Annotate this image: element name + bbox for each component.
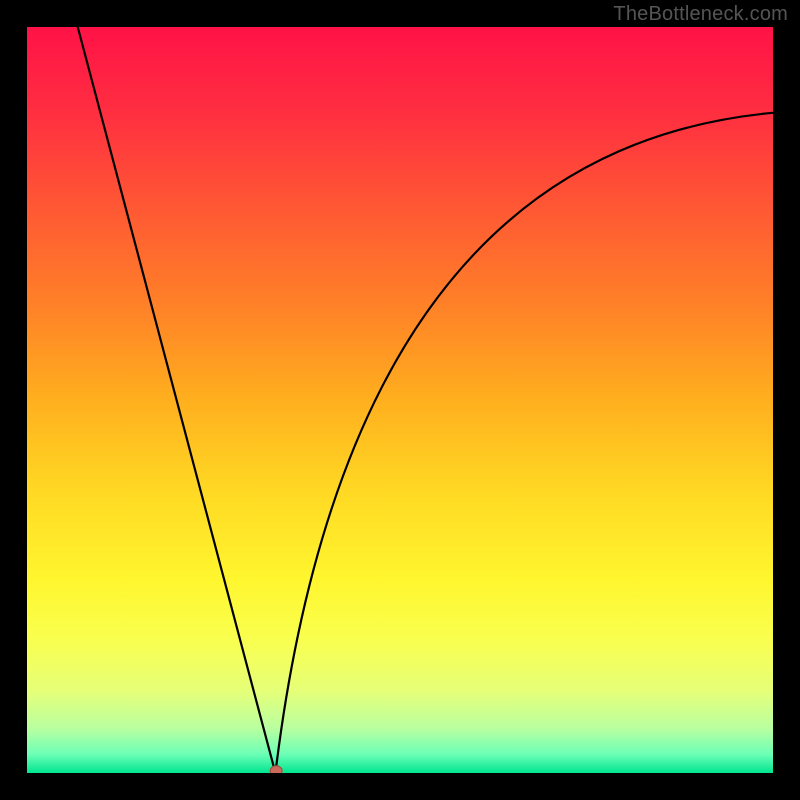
bottleneck-curve	[27, 27, 773, 773]
min-marker	[270, 766, 282, 773]
plot-frame	[27, 27, 773, 773]
watermark-text: TheBottleneck.com	[613, 3, 788, 26]
curve-path	[78, 27, 773, 773]
